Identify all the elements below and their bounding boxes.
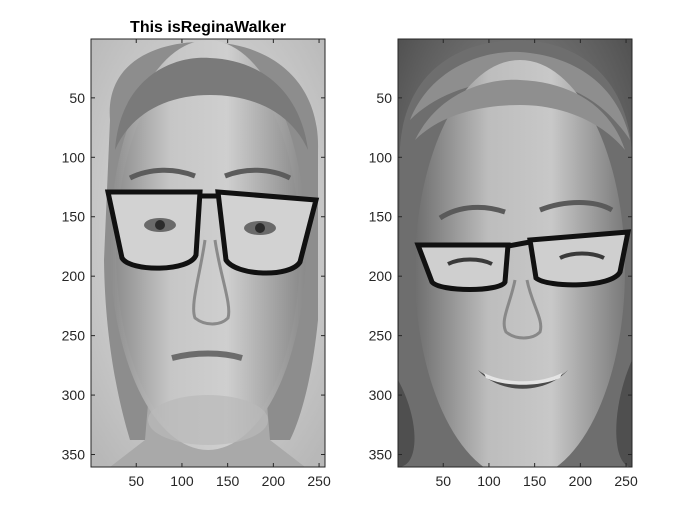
y-tick-label: 150 [62,209,86,225]
y-tick-label: 50 [376,90,392,106]
axes-left-title: This isReginaWalker [130,19,286,36]
face-image-right [398,39,632,467]
x-tick-label: 50 [435,473,451,489]
y-tick-label: 50 [69,90,85,106]
x-tick-label: 100 [170,473,194,489]
axes-left: This isReginaWalker [62,19,331,489]
x-tick-label: 200 [262,473,286,489]
y-tick-label: 300 [369,387,393,403]
axes-left-frame [90,38,326,468]
y-tick-label: 250 [62,328,86,344]
x-tick-label: 200 [569,473,593,489]
x-tick-label: 150 [523,473,547,489]
axes-right: 50 100 150 200 250 50 100 150 200 250 300 350 [369,38,638,489]
x-tick-label: 50 [128,473,144,489]
y-tick-label: 100 [62,149,86,165]
axes-right-ticks: 50 100 150 200 250 50 100 150 200 250 300 350 [369,39,638,489]
y-tick-label: 250 [369,328,393,344]
face-image-left [91,39,325,467]
x-tick-label: 100 [477,473,501,489]
x-tick-label: 250 [614,473,638,489]
y-tick-label: 200 [369,268,393,284]
x-tick-label: 150 [216,473,240,489]
y-tick-label: 300 [62,387,86,403]
y-tick-label: 350 [369,447,393,463]
y-tick-label: 100 [369,149,393,165]
axes-left-ticks: 50 100 150 200 250 50 100 150 200 250 300 350 [62,39,331,489]
y-tick-label: 350 [62,447,86,463]
y-tick-label: 200 [62,268,86,284]
axes-right-frame [397,38,633,468]
y-tick-label: 150 [369,209,393,225]
x-tick-label: 250 [307,473,331,489]
